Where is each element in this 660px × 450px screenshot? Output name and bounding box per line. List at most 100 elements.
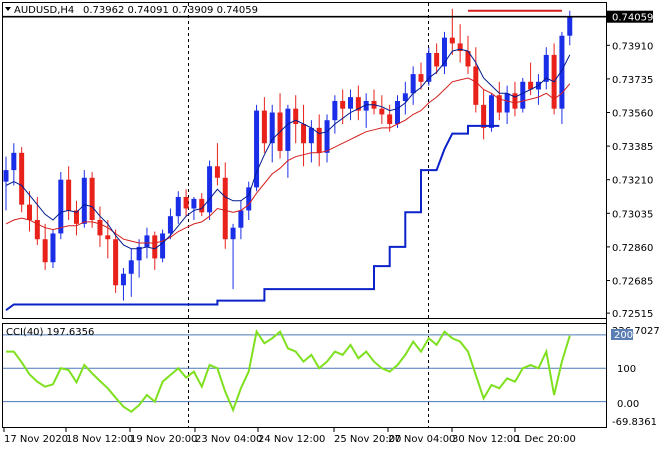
price-tick-label: 0.72685 bbox=[612, 276, 653, 287]
bull-candle-body bbox=[160, 233, 166, 259]
bear-candle-body bbox=[293, 108, 299, 125]
bear-candle-body bbox=[42, 239, 48, 263]
bull-candle-body bbox=[363, 100, 369, 111]
fast-moving-average-line bbox=[5, 48, 571, 250]
bull-candle-body bbox=[285, 108, 291, 151]
price-tick-label: 0.73385 bbox=[612, 142, 653, 153]
bull-candle-body bbox=[254, 110, 260, 188]
time-tick-label: 27 Nov 04:00 bbox=[388, 434, 455, 445]
cci-indicator-label: CCI(40) 197.6356 bbox=[6, 327, 94, 338]
bull-candle-body bbox=[348, 97, 354, 109]
main-plot-frame bbox=[2, 2, 607, 319]
bull-candle-body bbox=[230, 227, 236, 240]
bear-candle-body bbox=[73, 210, 79, 224]
cci-level-lines bbox=[3, 334, 606, 403]
time-tick-label: 25 Nov 20:00 bbox=[334, 434, 401, 445]
symbol-header[interactable]: AUDUSD,H4 0.73962 0.74091 0.73909 0.7405… bbox=[5, 5, 258, 16]
cci-line-layer bbox=[6, 329, 571, 413]
bull-candle-body bbox=[167, 216, 173, 234]
bear-candle-body bbox=[457, 43, 463, 52]
bear-candle-body bbox=[89, 177, 95, 221]
bull-candle-body bbox=[191, 198, 197, 209]
bull-candle-body bbox=[567, 16, 573, 36]
bull-candle-body bbox=[136, 246, 142, 261]
bear-candle-body bbox=[199, 198, 205, 213]
bear-candle-body bbox=[26, 204, 32, 221]
bull-candle-body bbox=[308, 127, 314, 144]
bear-candle-body bbox=[379, 108, 385, 115]
bear-candle-body bbox=[105, 235, 111, 240]
price-tick-label: 0.72860 bbox=[612, 243, 653, 254]
cci-level-200-label: 200 bbox=[614, 330, 633, 341]
dropdown-triangle-icon[interactable] bbox=[5, 7, 11, 11]
bear-candle-body bbox=[465, 51, 471, 67]
time-tick-label: 23 Nov 04:00 bbox=[195, 434, 262, 445]
bull-candle-body bbox=[520, 81, 526, 109]
bull-candle-body bbox=[543, 54, 549, 82]
time-tick-label: 18 Nov 12:00 bbox=[66, 434, 133, 445]
time-tick-label: 30 Nov 12:00 bbox=[452, 434, 519, 445]
price-tick-label: 0.73560 bbox=[612, 109, 653, 120]
bull-candle-body bbox=[238, 210, 244, 228]
bear-candle-body bbox=[449, 37, 455, 44]
bear-candle-body bbox=[19, 152, 25, 205]
candles-layer bbox=[3, 8, 573, 301]
bear-candle-body bbox=[301, 124, 307, 144]
price-tick-label: 0.73735 bbox=[612, 75, 653, 86]
price-tick-label: 0.73035 bbox=[612, 209, 653, 220]
ohlc-readout: 0.73962 0.74091 0.73909 0.74059 bbox=[83, 5, 258, 16]
bear-candle-body bbox=[496, 95, 502, 113]
bull-candle-body bbox=[175, 196, 181, 217]
cci-level-0-label: 0.00 bbox=[617, 399, 639, 410]
current-price-tag-bg bbox=[607, 10, 653, 23]
bull-candle-body bbox=[332, 100, 338, 121]
cci-plot-frame bbox=[2, 323, 607, 428]
bear-candle-body bbox=[340, 100, 346, 109]
cci-200-tag-bg bbox=[611, 329, 633, 340]
bear-candle-body bbox=[387, 114, 393, 125]
bear-candle-body bbox=[528, 81, 534, 90]
time-tick-label: 19 Nov 20:00 bbox=[130, 434, 197, 445]
bull-candle-body bbox=[559, 35, 565, 109]
bear-candle-body bbox=[512, 93, 518, 109]
bear-candle-body bbox=[473, 66, 479, 105]
bull-candle-body bbox=[395, 100, 400, 125]
bull-candle-body bbox=[120, 273, 126, 286]
price-tick-label: 0.73210 bbox=[612, 176, 653, 187]
bear-candle-body bbox=[222, 177, 228, 240]
indicator-lines bbox=[3, 9, 606, 312]
bear-candle-body bbox=[34, 220, 40, 240]
cci-min-label: -69.8361 bbox=[612, 417, 657, 428]
bull-candle-body bbox=[426, 52, 432, 82]
bear-candle-body bbox=[261, 110, 267, 144]
cci-line bbox=[6, 329, 571, 413]
bear-candle-body bbox=[66, 179, 72, 211]
trailing-stop-line bbox=[5, 124, 500, 312]
price-axis-ticks: 0.74059 0.73910 0.73735 0.73560 0.73385 0.732… bbox=[606, 10, 653, 320]
bull-candle-body bbox=[144, 235, 150, 247]
price-tick-label: 0.73910 bbox=[612, 41, 653, 52]
bear-candle-body bbox=[152, 235, 158, 259]
time-tick-label: 24 Nov 12:00 bbox=[258, 434, 325, 445]
bull-candle-body bbox=[3, 170, 9, 182]
slow-moving-average-line bbox=[5, 77, 571, 244]
bear-candle-body bbox=[434, 52, 440, 67]
bull-candle-body bbox=[410, 74, 416, 94]
bull-candle-body bbox=[269, 112, 275, 144]
symbol-label: AUDUSD,H4 bbox=[14, 5, 74, 16]
bull-candle-body bbox=[81, 177, 87, 224]
bull-candle-body bbox=[128, 260, 134, 274]
time-tick-label: 17 Nov 2020 bbox=[4, 434, 68, 445]
bear-candle-body bbox=[214, 166, 220, 178]
bear-candle-body bbox=[355, 97, 361, 111]
cci-max-label: 226.7027 bbox=[612, 326, 660, 337]
bear-candle-body bbox=[113, 239, 119, 286]
bear-candle-body bbox=[316, 127, 322, 153]
bull-candle-body bbox=[402, 93, 408, 101]
bull-candle-body bbox=[58, 179, 64, 234]
bear-candle-body bbox=[481, 104, 487, 128]
bull-candle-body bbox=[441, 37, 447, 67]
bull-candle-body bbox=[488, 95, 494, 128]
